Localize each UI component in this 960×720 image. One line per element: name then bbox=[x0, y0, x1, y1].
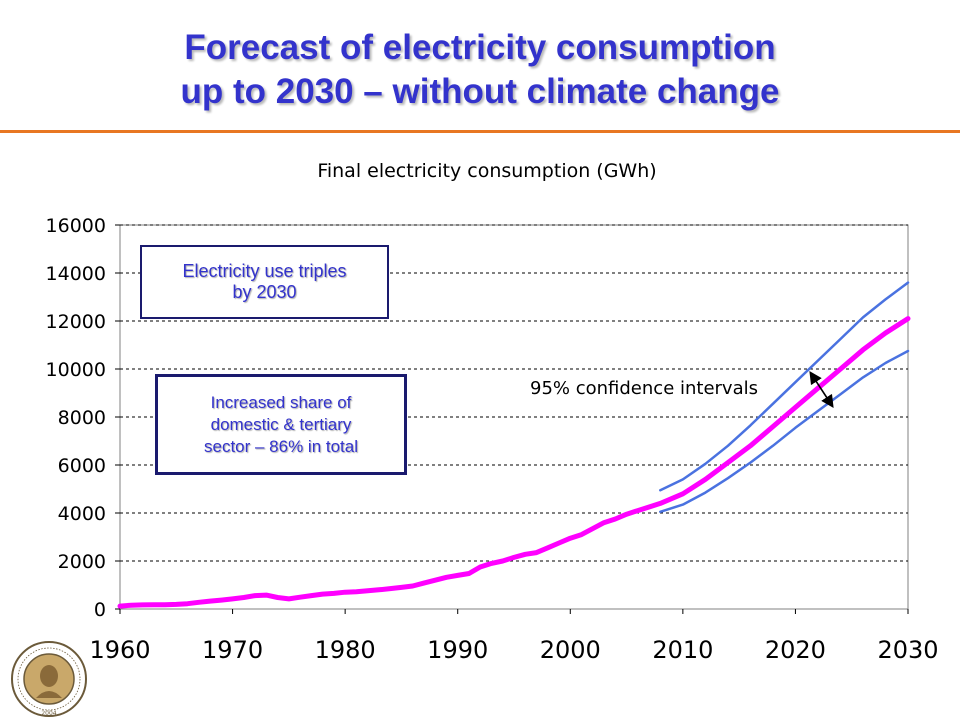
confidence-interval-label: 95% confidence intervals bbox=[530, 378, 758, 399]
slide-title-line-1: Forecast of electricity consumption bbox=[184, 28, 776, 67]
x-tick-label: 1980 bbox=[315, 636, 376, 664]
university-seal-icon: 2004 bbox=[11, 641, 87, 717]
y-tick-label: 6000 bbox=[58, 455, 106, 477]
x-tick-label: 1960 bbox=[89, 636, 150, 664]
annotation-box-share-line-1: Increased share of bbox=[210, 392, 352, 412]
x-axis-ticks: 1960 1970 1980 1990 2000 2010 2020 2030 bbox=[89, 609, 939, 664]
annotation-box-triples: Electricity use triples by 2030 bbox=[140, 245, 389, 319]
annotation-box-triples-line-2: by 2030 bbox=[232, 282, 297, 302]
slide-title: Forecast of electricity consumption up t… bbox=[0, 26, 960, 114]
x-tick-label: 2020 bbox=[765, 636, 826, 664]
confidence-interval-arrow bbox=[809, 370, 834, 409]
series-lines bbox=[117, 281, 911, 609]
x-tick-label: 1970 bbox=[202, 636, 263, 664]
x-tick-label: 1990 bbox=[427, 636, 488, 664]
annotation-box-share-line-2: domestic & tertiary bbox=[210, 414, 352, 434]
series-line-lower-bound bbox=[659, 349, 910, 514]
x-tick-label: 2030 bbox=[877, 636, 938, 664]
x-tick-label: 2000 bbox=[540, 636, 601, 664]
grid-lines bbox=[120, 224, 908, 562]
y-tick-label: 2000 bbox=[58, 551, 106, 573]
series-line-upper-bound bbox=[659, 281, 910, 492]
y-tick-label: 14000 bbox=[46, 263, 106, 285]
x-tick-label: 2010 bbox=[652, 636, 713, 664]
slide-title-line-2: up to 2030 – without climate change bbox=[180, 72, 780, 111]
annotation-box-triples-line-1: Electricity use triples bbox=[182, 261, 347, 281]
chart-title: Final electricity consumption (GWh) bbox=[317, 160, 656, 182]
y-tick-label: 12000 bbox=[46, 311, 106, 333]
y-tick-label: 4000 bbox=[58, 503, 106, 525]
y-tick-label: 8000 bbox=[58, 407, 106, 429]
y-axis-ticks: 0 2000 4000 6000 8000 10000 12000 14000 16000 bbox=[46, 215, 120, 621]
annotation-box-share-line-3: sector – 86% in total bbox=[203, 436, 359, 456]
y-tick-label: 0 bbox=[94, 599, 106, 621]
seal-year: 2004 bbox=[41, 710, 56, 717]
annotation-box-share: Increased share of domestic & tertiary s… bbox=[155, 374, 407, 475]
y-tick-label: 10000 bbox=[46, 359, 106, 381]
y-tick-label: 16000 bbox=[46, 215, 106, 237]
series-line-consumption bbox=[117, 316, 911, 609]
title-divider bbox=[0, 130, 960, 133]
